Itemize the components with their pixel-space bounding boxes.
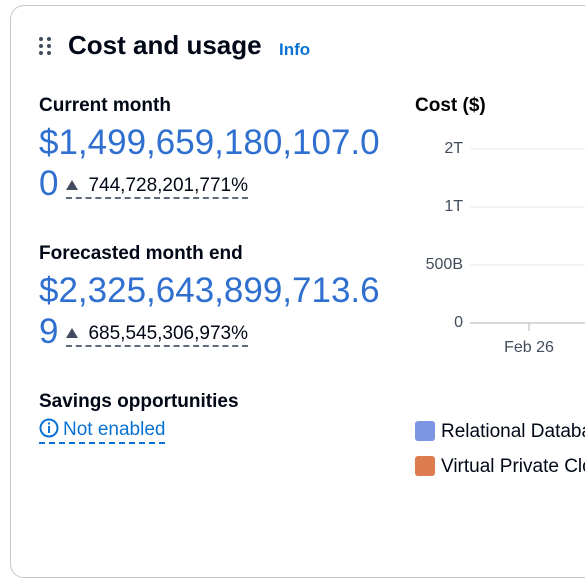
legend-swatch [415, 421, 435, 441]
forecast-value: $2,325,643,899,713.69 [39, 271, 380, 351]
widget-title: Cost and usage [68, 30, 262, 60]
drag-handle[interactable] [38, 36, 52, 56]
forecast-change[interactable]: 685,545,306,973% [66, 323, 249, 347]
y-axis-title: Cost ($) [415, 95, 486, 116]
current-month-label: Current month [39, 95, 171, 116]
savings-link-text: Not enabled [63, 419, 166, 440]
savings-link[interactable]: Not enabled [39, 418, 166, 444]
y-tick-label: 0 [454, 314, 463, 331]
widget-card [10, 5, 585, 578]
y-tick-label: 1T [444, 198, 463, 215]
current-month-block: $1,499,659,180,107.00 744,728,201,771% [39, 122, 381, 204]
up-arrow [66, 180, 79, 190]
up-arrow [66, 328, 79, 338]
legend-swatch [415, 456, 435, 476]
savings-label: Savings opportunities [39, 391, 239, 412]
change-text: 685,545,306,973% [88, 323, 249, 344]
info-link[interactable]: Info [279, 40, 311, 59]
legend-label: Relational Database Service [441, 421, 585, 442]
y-tick-label: 500B [426, 256, 463, 273]
current-month-change[interactable]: 744,728,201,771% [66, 175, 249, 199]
forecast-label: Forecasted month end [39, 243, 243, 264]
legend-label: Virtual Private Cloud [441, 456, 585, 477]
current-month-value: $1,499,659,180,107.00 [39, 123, 380, 203]
y-tick-label: 2T [444, 140, 463, 157]
forecast-block: $2,325,643,899,713.69 685,545,306,973% [39, 270, 381, 352]
change-text: 744,728,201,771% [88, 175, 249, 196]
info-icon [39, 418, 59, 438]
x-tick-label: Feb 26 [504, 339, 554, 356]
